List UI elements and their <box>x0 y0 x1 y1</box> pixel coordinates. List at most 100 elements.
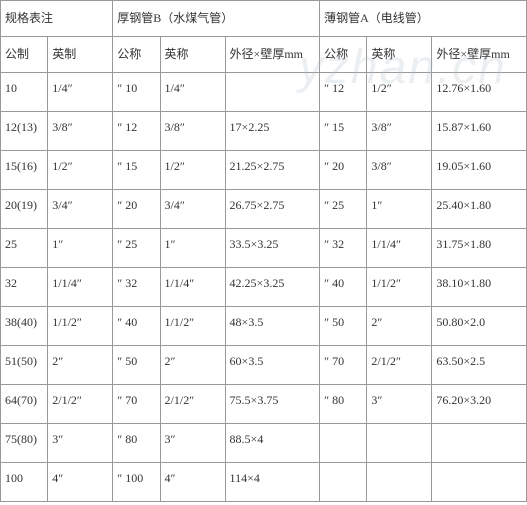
sub-header-c2: 英称 <box>367 37 432 73</box>
cell-b2: 1/4″ <box>160 73 225 112</box>
sub-header-c3: 外径×壁厚mm <box>432 37 527 73</box>
sub-header-c1: 公称 <box>320 37 367 73</box>
cell-b2: 4″ <box>160 463 225 502</box>
cell-b2: 1/1/2″ <box>160 307 225 346</box>
cell-c3: 76.20×3.20 <box>432 385 527 424</box>
cell-a1: 51(50) <box>1 346 48 385</box>
cell-c3: 63.50×2.5 <box>432 346 527 385</box>
cell-c1: ″ 80 <box>320 385 367 424</box>
table-row: 20(19)3/4″″ 203/4″26.75×2.75″ 251″25.40×… <box>1 190 527 229</box>
cell-c1: ″ 25 <box>320 190 367 229</box>
cell-c1: ″ 40 <box>320 268 367 307</box>
table-row: 75(80)3″″ 803″88.5×4 <box>1 424 527 463</box>
cell-c3: 50.80×2.0 <box>432 307 527 346</box>
cell-c1 <box>320 424 367 463</box>
cell-a2: 3″ <box>48 424 113 463</box>
cell-c2: 2/1/2″ <box>367 346 432 385</box>
cell-b3: 48×3.5 <box>225 307 320 346</box>
cell-b1: ″ 40 <box>113 307 160 346</box>
cell-b1: ″ 25 <box>113 229 160 268</box>
cell-a1: 12(13) <box>1 112 48 151</box>
cell-c3: 15.87×1.60 <box>432 112 527 151</box>
cell-b3: 21.25×2.75 <box>225 151 320 190</box>
group-header-b: 厚钢管B（水煤气管） <box>113 1 320 37</box>
cell-b3: 33.5×3.25 <box>225 229 320 268</box>
cell-c2: 1/1/4″ <box>367 229 432 268</box>
cell-b3: 42.25×3.25 <box>225 268 320 307</box>
cell-c1: ″ 15 <box>320 112 367 151</box>
cell-b2: 1″ <box>160 229 225 268</box>
cell-b2: 1/2″ <box>160 151 225 190</box>
cell-c2: 1/1/2″ <box>367 268 432 307</box>
cell-b1: ″ 12 <box>113 112 160 151</box>
cell-a2: 2″ <box>48 346 113 385</box>
sub-header-a2: 英制 <box>48 37 113 73</box>
cell-b1: ″ 15 <box>113 151 160 190</box>
cell-c3 <box>432 463 527 502</box>
cell-b1: ″ 20 <box>113 190 160 229</box>
cell-b1: ″ 32 <box>113 268 160 307</box>
cell-a2: 1″ <box>48 229 113 268</box>
table-row: 321/1/4″″ 321/1/4″42.25×3.25″ 401/1/2″38… <box>1 268 527 307</box>
sub-header-a1: 公制 <box>1 37 48 73</box>
sub-header-row: 公制 英制 公称 英称 外径×壁厚mm 公称 英称 外径×壁厚mm <box>1 37 527 73</box>
cell-c2: 1″ <box>367 190 432 229</box>
cell-b1: ″ 50 <box>113 346 160 385</box>
cell-a2: 2/1/2″ <box>48 385 113 424</box>
cell-b3: 88.5×4 <box>225 424 320 463</box>
cell-b3: 26.75×2.75 <box>225 190 320 229</box>
cell-b2: 2″ <box>160 346 225 385</box>
cell-c3: 12.76×1.60 <box>432 73 527 112</box>
cell-b2: 2/1/2″ <box>160 385 225 424</box>
cell-b3: 75.5×3.75 <box>225 385 320 424</box>
cell-c2: 3″ <box>367 385 432 424</box>
group-header-row: 规格表注 厚钢管B（水煤气管） 薄钢管A（电线管） <box>1 1 527 37</box>
spec-table: 规格表注 厚钢管B（水煤气管） 薄钢管A（电线管） 公制 英制 公称 英称 外径… <box>0 0 527 502</box>
table-row: 101/4″″ 101/4″″ 121/2″12.76×1.60 <box>1 73 527 112</box>
cell-b2: 3″ <box>160 424 225 463</box>
cell-a1: 25 <box>1 229 48 268</box>
group-header-a: 规格表注 <box>1 1 113 37</box>
cell-a2: 4″ <box>48 463 113 502</box>
cell-b1: ″ 10 <box>113 73 160 112</box>
cell-a1: 20(19) <box>1 190 48 229</box>
cell-b3: 60×3.5 <box>225 346 320 385</box>
cell-a2: 3/4″ <box>48 190 113 229</box>
cell-c3: 31.75×1.80 <box>432 229 527 268</box>
cell-b3: 114×4 <box>225 463 320 502</box>
cell-a1: 75(80) <box>1 424 48 463</box>
cell-b3 <box>225 73 320 112</box>
table-row: 15(16)1/2″″ 151/2″21.25×2.75″ 203/8″19.0… <box>1 151 527 190</box>
cell-c2: 3/8″ <box>367 151 432 190</box>
cell-a2: 1/1/4″ <box>48 268 113 307</box>
cell-c3: 25.40×1.80 <box>432 190 527 229</box>
table-row: 51(50)2″″ 502″60×3.5″ 702/1/2″63.50×2.5 <box>1 346 527 385</box>
cell-c1: ″ 32 <box>320 229 367 268</box>
cell-a1: 64(70) <box>1 385 48 424</box>
cell-a1: 10 <box>1 73 48 112</box>
cell-b1: ″ 100 <box>113 463 160 502</box>
cell-a2: 3/8″ <box>48 112 113 151</box>
table-body: 101/4″″ 101/4″″ 121/2″12.76×1.6012(13)3/… <box>1 73 527 502</box>
sub-header-b1: 公称 <box>113 37 160 73</box>
cell-c1 <box>320 463 367 502</box>
table-row: 1004″″ 1004″114×4 <box>1 463 527 502</box>
sub-header-b2: 英称 <box>160 37 225 73</box>
cell-b2: 1/1/4″ <box>160 268 225 307</box>
cell-c3: 38.10×1.80 <box>432 268 527 307</box>
cell-c2 <box>367 424 432 463</box>
cell-c3 <box>432 424 527 463</box>
cell-a2: 1/1/2″ <box>48 307 113 346</box>
table-row: 251″″ 251″33.5×3.25″ 321/1/4″31.75×1.80 <box>1 229 527 268</box>
cell-b2: 3/4″ <box>160 190 225 229</box>
cell-c1: ″ 70 <box>320 346 367 385</box>
table-row: 12(13)3/8″″ 123/8″17×2.25″ 153/8″15.87×1… <box>1 112 527 151</box>
sub-header-b3: 外径×壁厚mm <box>225 37 320 73</box>
cell-a1: 15(16) <box>1 151 48 190</box>
cell-b2: 3/8″ <box>160 112 225 151</box>
cell-c3: 19.05×1.60 <box>432 151 527 190</box>
cell-a1: 100 <box>1 463 48 502</box>
cell-c2: 1/2″ <box>367 73 432 112</box>
cell-a2: 1/4″ <box>48 73 113 112</box>
cell-c2: 3/8″ <box>367 112 432 151</box>
